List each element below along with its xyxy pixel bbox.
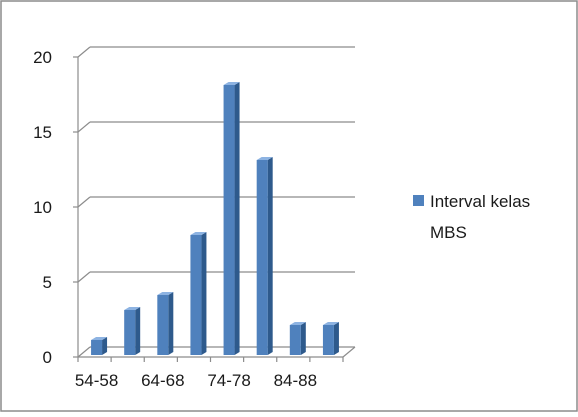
bar [190,232,207,355]
bar [223,82,240,355]
gridline-side [77,271,91,283]
y-tick-label: 20 [33,48,52,67]
gridline-side [77,196,91,208]
y-tick-label: 10 [33,198,52,217]
y-tick-label: 0 [43,348,52,367]
x-tick-label: 64-68 [141,371,184,390]
bar [91,337,108,355]
legend-label-line-2: MBS [430,223,467,242]
legend: Interval kelas MBS [413,192,530,242]
gridline-side [77,46,91,58]
x-tick-label: 74-78 [207,371,250,390]
x-tick-label: 84-88 [274,371,317,390]
y-tick-label: 5 [43,273,52,292]
legend-swatch [413,195,424,206]
legend-label-line-1: Interval kelas [430,192,530,211]
gridline-side [77,121,91,133]
x-tick-label: 54-58 [75,371,118,390]
bar [157,292,174,355]
bar [124,307,141,355]
y-tick-label: 15 [33,123,52,142]
bar [322,322,339,355]
bar [289,322,306,355]
bar [256,157,273,355]
gridline-side [77,346,91,358]
x-axis-edge [342,346,356,358]
